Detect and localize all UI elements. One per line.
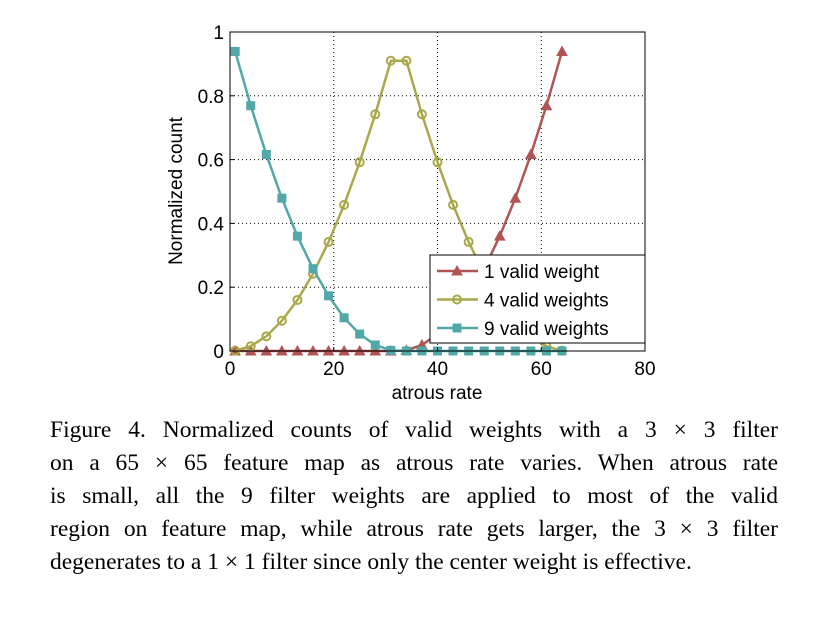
data-point — [323, 236, 334, 247]
data-point — [385, 55, 396, 66]
x-tick-label: 80 — [634, 359, 655, 380]
data-point — [261, 331, 272, 342]
data-point — [354, 157, 365, 168]
data-point — [261, 149, 271, 159]
caption-line: Figure 4. Normalized counts of valid wei… — [50, 417, 778, 443]
y-axis-label: Normalized count — [166, 116, 187, 265]
data-point — [339, 199, 350, 210]
legend-label: 4 valid weights — [484, 291, 609, 312]
x-tick-label: 20 — [323, 359, 344, 380]
y-tick-label: 1 — [213, 23, 224, 44]
legend-label: 9 valid weights — [484, 319, 609, 340]
data-point — [448, 199, 459, 210]
caption-line: is small, all the 9 filter weights are a… — [50, 483, 778, 509]
data-point — [370, 109, 381, 120]
data-point — [292, 231, 302, 241]
data-point — [276, 315, 287, 326]
data-point — [355, 329, 365, 339]
legend-label: 1 valid weight — [484, 262, 600, 283]
y-tick-label: 0.4 — [198, 214, 225, 235]
data-point — [339, 313, 349, 323]
data-point — [493, 230, 506, 241]
data-point — [292, 294, 303, 305]
caption-line: degenerates to a 1 × 1 filter since only… — [50, 549, 692, 575]
data-point — [401, 55, 412, 66]
legend-marker — [452, 294, 462, 305]
x-tick-label: 0 — [225, 359, 236, 380]
caption-line: on a 65 × 65 feature map as atrous rate … — [50, 450, 778, 476]
data-point — [324, 291, 334, 301]
data-point — [246, 101, 256, 111]
x-axis-label: atrous rate — [392, 383, 483, 404]
data-point — [386, 345, 396, 355]
legend-marker — [451, 264, 463, 276]
legend: 1 valid weight 4 valid weights 9 valid wei… — [429, 254, 646, 344]
data-point — [509, 192, 522, 203]
data-point — [308, 264, 318, 274]
data-point — [416, 109, 427, 120]
data-point — [370, 340, 380, 350]
data-point — [277, 193, 287, 203]
y-tick-label: 0.2 — [198, 278, 224, 299]
ticks: 0 20 40 60 80 0 0.2 0.4 0.6 0.8 1 — [198, 23, 656, 380]
data-point — [230, 46, 240, 56]
data-point — [525, 148, 537, 159]
data-point — [463, 236, 474, 247]
data-point — [540, 99, 553, 111]
caption-line: region on feature map, while atrous rate… — [50, 516, 778, 542]
line-chart: 0 20 40 60 80 0 0.2 0.4 0.6 0.8 1 atrous rate Norm… — [166, 23, 656, 404]
data-point — [556, 45, 568, 56]
x-tick-label: 40 — [427, 359, 448, 380]
data-point — [245, 341, 256, 352]
x-tick-label: 60 — [531, 359, 552, 380]
legend-marker — [452, 323, 462, 333]
data-point — [432, 157, 443, 168]
y-tick-label: 0 — [213, 342, 224, 363]
y-tick-label: 0.6 — [198, 151, 224, 172]
y-tick-label: 0.8 — [198, 87, 224, 108]
figure-caption: Figure 4. Normalized counts of valid wei… — [50, 414, 778, 579]
